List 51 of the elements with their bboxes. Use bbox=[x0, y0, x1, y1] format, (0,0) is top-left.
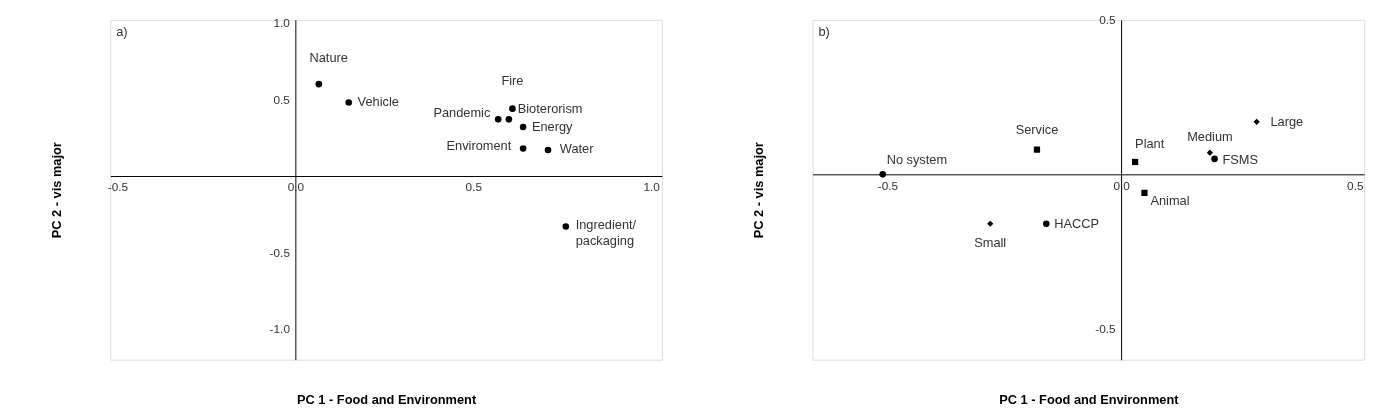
y-tick-label: 0.5 bbox=[273, 92, 291, 107]
x-tick-label: -0.5 bbox=[877, 178, 899, 193]
annotation: Plant bbox=[1135, 136, 1165, 152]
x-tick-label: 1.0 bbox=[643, 180, 661, 195]
point bbox=[1206, 149, 1214, 156]
annotation: Pandemic bbox=[433, 105, 491, 121]
y-tick-label: -0.5 bbox=[269, 245, 291, 260]
point bbox=[519, 145, 527, 152]
annotation: FSMS bbox=[1222, 151, 1259, 167]
annotation: Animal bbox=[1150, 192, 1190, 208]
annotation: Service bbox=[1015, 121, 1059, 137]
y-axis-title: PC 2 - vis major bbox=[48, 142, 64, 239]
y-tick-label: 1.0 bbox=[273, 16, 291, 31]
annotation: Vehicle bbox=[357, 94, 399, 110]
annotation: Ingredient/ packaging bbox=[575, 217, 637, 249]
point bbox=[1043, 220, 1050, 228]
annotation: HACCP bbox=[1054, 215, 1099, 231]
annotation: Nature bbox=[309, 50, 348, 66]
y-axis-title: PC 2 - vis major bbox=[750, 142, 766, 239]
point bbox=[1211, 155, 1218, 163]
point bbox=[1132, 158, 1139, 166]
annotation: b) bbox=[818, 23, 830, 39]
annotation: a) bbox=[116, 23, 128, 39]
point bbox=[315, 80, 323, 88]
annotation: Small bbox=[974, 235, 1007, 251]
point bbox=[879, 171, 887, 178]
x-axis-title: PC 1 - Food and Environment bbox=[999, 391, 1180, 407]
point bbox=[519, 123, 527, 131]
point bbox=[509, 105, 516, 112]
point bbox=[1253, 118, 1260, 125]
point bbox=[345, 99, 353, 106]
x-tick-label: -0.5 bbox=[107, 180, 129, 195]
x-tick-label: 0.5 bbox=[1347, 178, 1364, 193]
annotation: Medium bbox=[1187, 128, 1233, 144]
point bbox=[494, 116, 502, 123]
annotation: No system bbox=[886, 152, 948, 168]
annotation: Energy bbox=[531, 118, 574, 134]
annotation: Bioterorism bbox=[517, 101, 583, 117]
point bbox=[562, 223, 570, 230]
annotation: Water bbox=[559, 140, 595, 156]
point bbox=[505, 116, 513, 123]
point bbox=[1033, 146, 1041, 153]
point bbox=[544, 146, 552, 154]
point bbox=[1141, 189, 1148, 196]
x-axis-title: PC 1 - Food and Environment bbox=[297, 391, 477, 407]
annotation: Enviroment bbox=[446, 138, 512, 154]
annotation: Fire bbox=[501, 73, 524, 89]
point bbox=[987, 220, 994, 227]
y-tick-label: -1.0 bbox=[269, 322, 291, 337]
annotation: Large bbox=[1270, 113, 1304, 129]
x-tick-label: 0.5 bbox=[465, 180, 483, 195]
